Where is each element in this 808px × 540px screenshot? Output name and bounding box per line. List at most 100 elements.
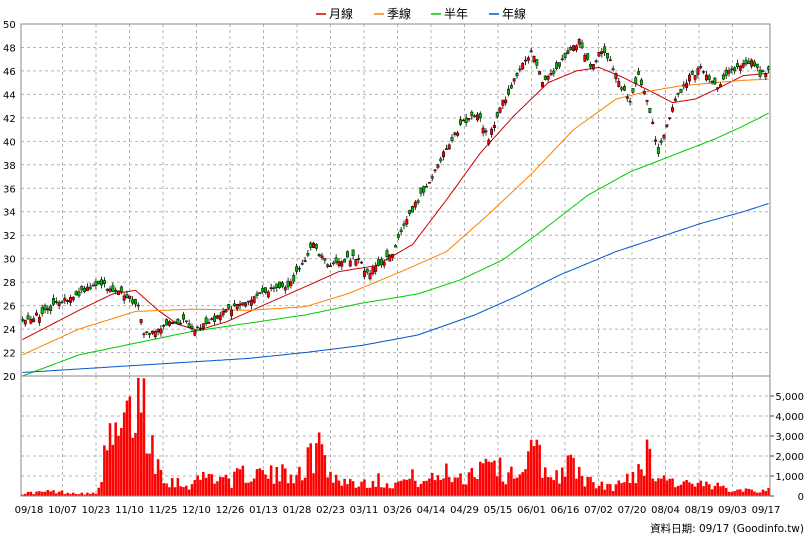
- candle: [535, 59, 539, 70]
- candle: [501, 99, 505, 110]
- volume-bar: [614, 484, 618, 496]
- candle: [346, 250, 349, 258]
- candle: [600, 47, 604, 58]
- volume-bar: [668, 478, 671, 496]
- volume-bar: [597, 485, 601, 496]
- candle: [258, 292, 262, 295]
- volume-bar: [210, 474, 214, 496]
- candle: [481, 124, 485, 137]
- candle: [227, 303, 231, 311]
- candle: [608, 56, 612, 62]
- candle: [637, 67, 641, 76]
- candle: [125, 290, 129, 299]
- candle: [628, 97, 632, 106]
- volume-bar: [377, 473, 380, 496]
- volume-bar: [518, 474, 522, 496]
- candle: [685, 79, 689, 91]
- volume-bar: [688, 482, 691, 496]
- volume-bar: [425, 480, 428, 496]
- x-tick-label: 02/23: [316, 505, 345, 516]
- volume-bar: [430, 472, 434, 496]
- candle: [611, 65, 615, 72]
- volume-bar: [657, 478, 660, 496]
- candle: [119, 285, 123, 295]
- volume-bar: [572, 457, 575, 496]
- candle: [753, 59, 756, 68]
- candle: [213, 312, 217, 325]
- candle: [656, 143, 660, 157]
- volume-bar: [346, 484, 349, 496]
- volume-bar: [493, 460, 496, 496]
- volume-bar: [631, 471, 635, 496]
- candle: [196, 325, 200, 329]
- candle: [490, 127, 494, 138]
- candle: [193, 329, 197, 337]
- volume-bar: [105, 450, 109, 496]
- candle: [297, 265, 301, 272]
- x-tick-label: 07/02: [584, 505, 613, 516]
- volume-bar: [283, 468, 287, 496]
- volume-bar: [264, 474, 267, 496]
- volume-bar: [764, 491, 768, 496]
- candle: [52, 294, 55, 306]
- volume-bar: [66, 492, 69, 496]
- candle: [278, 281, 282, 290]
- volume-bar: [594, 488, 598, 496]
- candle: [331, 260, 335, 266]
- candle: [555, 60, 559, 71]
- volume-bar: [439, 479, 442, 496]
- volume-bar: [298, 466, 301, 496]
- price-tick-label: 30: [3, 255, 16, 266]
- volume-bar: [303, 477, 307, 496]
- candle: [238, 300, 242, 310]
- candle: [94, 278, 98, 290]
- candle: [303, 256, 307, 263]
- candle: [264, 287, 267, 295]
- volume-bar: [261, 470, 264, 496]
- volume-bar: [648, 448, 652, 496]
- volume-bar: [187, 489, 191, 496]
- candle: [309, 241, 313, 251]
- candle: [32, 315, 36, 323]
- volume-bar: [179, 486, 182, 496]
- candle: [427, 181, 431, 184]
- volume-bar: [583, 486, 587, 496]
- legend-label: 半年: [444, 7, 468, 21]
- volume-bar: [269, 465, 273, 496]
- volume-bar: [309, 443, 312, 496]
- volume-bar: [357, 486, 361, 496]
- volume-bar: [29, 491, 33, 496]
- volume-bar: [419, 483, 423, 496]
- candle: [566, 47, 570, 55]
- candle: [532, 55, 536, 64]
- candle: [614, 72, 618, 83]
- candle: [340, 260, 344, 270]
- volume-bar: [405, 479, 409, 496]
- volume-bar: [645, 439, 649, 496]
- volume-bar: [77, 494, 81, 496]
- price-tick-label: 34: [3, 208, 16, 219]
- candle: [492, 121, 496, 132]
- volume-tick-label: 4,000: [775, 412, 804, 423]
- candle: [241, 302, 245, 307]
- volume-bar: [470, 468, 474, 496]
- candle: [594, 59, 598, 64]
- candle: [362, 267, 366, 280]
- candle: [379, 256, 383, 268]
- volume-bar: [512, 478, 516, 496]
- ma-line: [22, 203, 769, 373]
- volume-bar: [46, 489, 50, 496]
- volume-bar: [592, 482, 595, 496]
- volume-bar: [38, 491, 41, 496]
- candle: [591, 63, 595, 71]
- candle: [145, 331, 149, 335]
- candle: [747, 57, 751, 65]
- candle: [665, 124, 669, 129]
- volume-bar: [374, 486, 377, 496]
- volume-bar: [705, 481, 708, 496]
- x-tick-label: 10/23: [82, 505, 111, 516]
- candle: [368, 269, 372, 281]
- candle: [577, 38, 581, 48]
- x-tick-label: 10/07: [48, 505, 77, 516]
- volume-bar: [758, 492, 762, 496]
